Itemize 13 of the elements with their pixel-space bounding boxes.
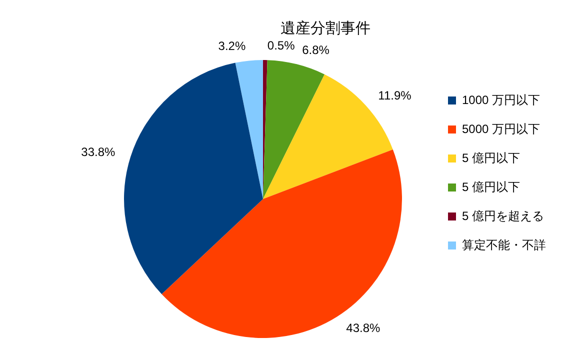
data-label: 33.8% [81, 144, 116, 159]
legend-label: 5 億円以下 [462, 180, 520, 194]
chart-title: 遺産分割事件 [280, 20, 370, 38]
data-label: 43.8% [346, 321, 381, 336]
data-label: 3.2% [218, 39, 246, 54]
data-label: 6.8% [302, 42, 330, 57]
data-label: 0.5% [267, 38, 296, 52]
legend-label: 5000 万円以下 [462, 122, 540, 136]
legend-label: 算定不能・不詳 [462, 238, 546, 252]
legend-label: 1000 万円以下 [462, 92, 540, 107]
data-label: 11.9% [378, 88, 412, 102]
legend-label: 5 億円以下 [462, 150, 520, 165]
legend-label: 5 億円を超える [462, 208, 544, 223]
